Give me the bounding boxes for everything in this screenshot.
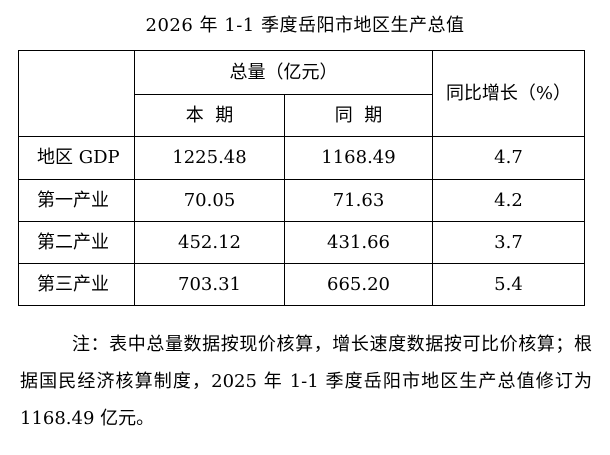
previous-value: 1168.49 [284,136,433,180]
table-row: 地区 GDP 1225.48 1168.49 4.7 [18,136,585,180]
previous-value: 665.20 [284,263,433,306]
previous-value: 431.66 [284,221,433,264]
header-previous-period: 同 期 [284,94,433,137]
current-value: 1225.48 [134,136,285,180]
growth-value: 3.7 [432,221,585,264]
table-row: 第一产业 70.05 71.63 4.2 [18,179,585,222]
table-title: 2026 年 1-1 季度岳阳市地区生产总值 [145,15,465,36]
current-value: 703.31 [134,263,285,306]
footnote: 注：表中总量数据按现价核算，增长速度数据按可比价核算；根据国民经济核算制度，20… [20,334,592,429]
header-growth: 同比增长（%） [432,50,585,137]
row-label: 地区 GDP [18,136,135,180]
growth-value: 4.7 [432,136,585,180]
row-label: 第三产业 [18,263,135,306]
header-total: 总量（亿元） [134,50,433,95]
header-current-period: 本 期 [134,94,285,137]
current-value: 452.12 [134,221,285,264]
row-label: 第一产业 [18,179,135,222]
table-row: 第三产业 703.31 665.20 5.4 [18,263,585,306]
previous-value: 71.63 [284,179,433,222]
growth-value: 4.2 [432,179,585,222]
table-row: 第二产业 452.12 431.66 3.7 [18,221,585,264]
gdp-table: 总量（亿元） 同比增长（%） 本 期 同 期 地区 GDP 1225.48 11… [18,50,585,306]
current-value: 70.05 [134,179,285,222]
header-empty-cell [18,50,135,137]
growth-value: 5.4 [432,263,585,306]
row-label: 第二产业 [18,221,135,264]
